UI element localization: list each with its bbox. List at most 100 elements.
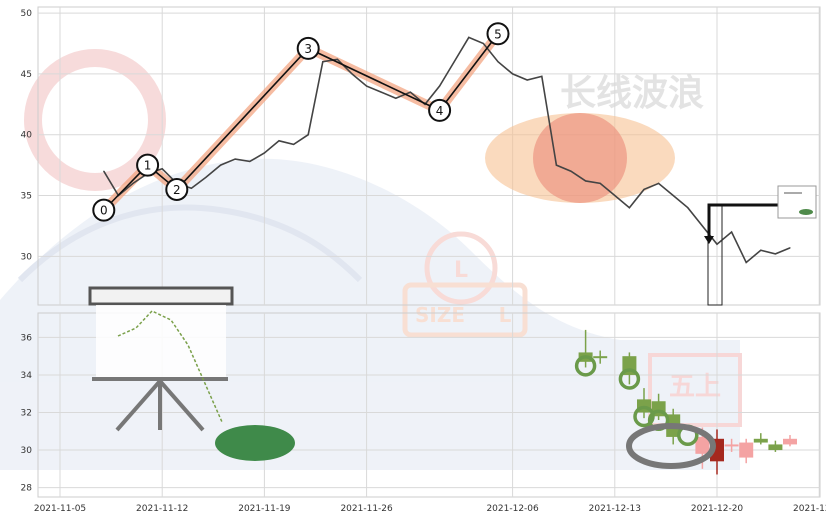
zoom-arrow-head-icon	[704, 236, 714, 244]
x-tick-label: 2021-12-06	[486, 504, 539, 514]
board-panel-icon	[96, 305, 226, 377]
price-line	[103, 36, 791, 264]
candle-body	[739, 442, 754, 458]
candle-body	[783, 438, 797, 445]
price-point	[205, 176, 207, 178]
price-series-line	[103, 36, 791, 264]
price-point	[263, 152, 265, 154]
y-tick-label: 45	[21, 70, 32, 80]
y-axis-price: 30 35 40 45 50	[21, 9, 33, 262]
badge-circle-icon	[424, 231, 498, 305]
price-point	[322, 61, 324, 63]
price-point	[541, 75, 543, 77]
wave-point-label: 0	[100, 204, 108, 218]
x-tick-label: 2021-12-27	[793, 504, 826, 514]
candle-body	[753, 438, 768, 443]
lower-panel-frame	[37, 312, 821, 498]
seal-stamp-icon	[648, 353, 742, 427]
y-tick-label: 36	[21, 333, 33, 343]
price-point	[439, 85, 441, 87]
price-point	[380, 91, 382, 93]
price-point	[453, 61, 455, 63]
wave-curl-icon	[17, 204, 363, 283]
price-point	[774, 253, 777, 255]
wave-point-label: 3	[304, 42, 312, 56]
wave-point-circle	[136, 153, 160, 177]
wave-point-label: 4	[436, 104, 444, 118]
price-point	[395, 97, 397, 99]
board-leg-left-icon	[115, 379, 162, 432]
candle-body	[724, 444, 739, 447]
highlight-ellipse-inner	[533, 113, 627, 203]
wave-point-circle	[486, 22, 510, 46]
board-header-icon	[88, 286, 234, 306]
candle-marker-ring	[574, 355, 597, 377]
price-point	[555, 164, 558, 166]
price-point	[190, 187, 192, 189]
wave-point-circle	[92, 198, 116, 222]
candle-markers	[574, 355, 699, 447]
price-point	[672, 194, 674, 197]
price-point	[570, 170, 572, 172]
price-point	[161, 168, 163, 170]
wave-point-label: 5	[494, 27, 502, 41]
price-point	[614, 194, 616, 197]
price-point	[366, 85, 368, 87]
badge-letter: L	[454, 258, 468, 283]
price-point	[701, 225, 704, 227]
y-tick-label: 50	[21, 9, 33, 19]
price-point	[526, 79, 528, 81]
price-point	[482, 42, 484, 45]
x-tick-label: 2021-11-26	[340, 504, 393, 514]
candle-body	[768, 444, 783, 451]
price-point	[497, 61, 499, 63]
y-tick-label: 32	[21, 409, 32, 419]
price-point	[760, 249, 762, 251]
x-tick-label: 2021-11-05	[34, 504, 86, 514]
wave-point-label: 1	[144, 159, 152, 173]
price-point	[336, 58, 338, 60]
y-tick-label: 35	[21, 192, 32, 202]
price-point	[716, 243, 718, 245]
y-tick-label: 34	[21, 371, 33, 381]
wave-painting-icon	[0, 158, 740, 471]
price-point	[132, 182, 134, 184]
watermark-seal-icon	[24, 49, 166, 191]
wave-point-circle	[296, 36, 320, 60]
price-point	[658, 182, 660, 184]
price-point	[351, 73, 353, 75]
focus-ellipse	[626, 423, 716, 469]
wave-point-circle	[428, 98, 452, 122]
x-tick-label: 2021-11-19	[238, 504, 291, 514]
wave-markers: 0 1 2 3 4 5	[92, 22, 510, 222]
x-tick-label: 2021-12-13	[589, 504, 641, 514]
board-leg-right-icon	[158, 379, 205, 432]
candle-body	[593, 356, 608, 359]
price-point	[220, 164, 222, 166]
price-point	[307, 134, 309, 136]
price-point	[409, 91, 411, 93]
wave-point-circle	[165, 177, 189, 201]
price-point	[599, 182, 601, 184]
price-point	[249, 160, 251, 163]
seal-text: 五上	[669, 372, 721, 402]
price-point	[278, 140, 280, 142]
price-panel-frame	[37, 6, 821, 306]
price-point	[643, 188, 645, 191]
zoom-arrow	[707, 203, 778, 242]
price-point	[234, 158, 236, 160]
price-point	[687, 207, 689, 209]
y-tick-label: 40	[21, 131, 33, 141]
candle-marker-ring	[618, 368, 641, 390]
circuit-board-icon	[215, 425, 295, 461]
price-point	[468, 36, 470, 39]
badge-text-left: SIZE	[415, 303, 465, 327]
watermark-layer: 长线波浪 L SIZE L 五上	[0, 49, 742, 471]
x-tick-label: 2021-11-12	[136, 504, 188, 514]
candle-body	[695, 436, 710, 454]
badge-frame-icon	[402, 282, 528, 338]
watermark-text: 长线波浪	[560, 73, 704, 114]
candle-marker-ring	[633, 405, 655, 428]
price-point	[103, 170, 105, 172]
